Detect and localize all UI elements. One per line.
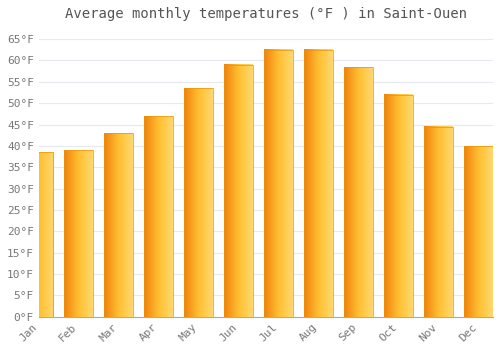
Bar — [304, 50, 333, 317]
Bar — [424, 127, 453, 317]
Bar — [64, 150, 93, 317]
Bar — [304, 50, 333, 317]
Bar — [464, 146, 493, 317]
Bar — [424, 127, 453, 317]
Bar — [104, 133, 133, 317]
Bar — [104, 133, 133, 317]
Bar — [184, 88, 213, 317]
Bar — [464, 146, 493, 317]
Bar — [184, 88, 213, 317]
Bar — [224, 65, 253, 317]
Bar — [264, 50, 293, 317]
Bar — [344, 67, 373, 317]
Bar — [224, 65, 253, 317]
Bar — [344, 67, 373, 317]
Bar — [24, 152, 53, 317]
Bar — [24, 152, 53, 317]
Bar — [64, 150, 93, 317]
Bar — [384, 94, 413, 317]
Bar — [144, 116, 173, 317]
Bar — [384, 94, 413, 317]
Bar — [144, 116, 173, 317]
Bar — [264, 50, 293, 317]
Title: Average monthly temperatures (°F ) in Saint-Ouen: Average monthly temperatures (°F ) in Sa… — [65, 7, 467, 21]
